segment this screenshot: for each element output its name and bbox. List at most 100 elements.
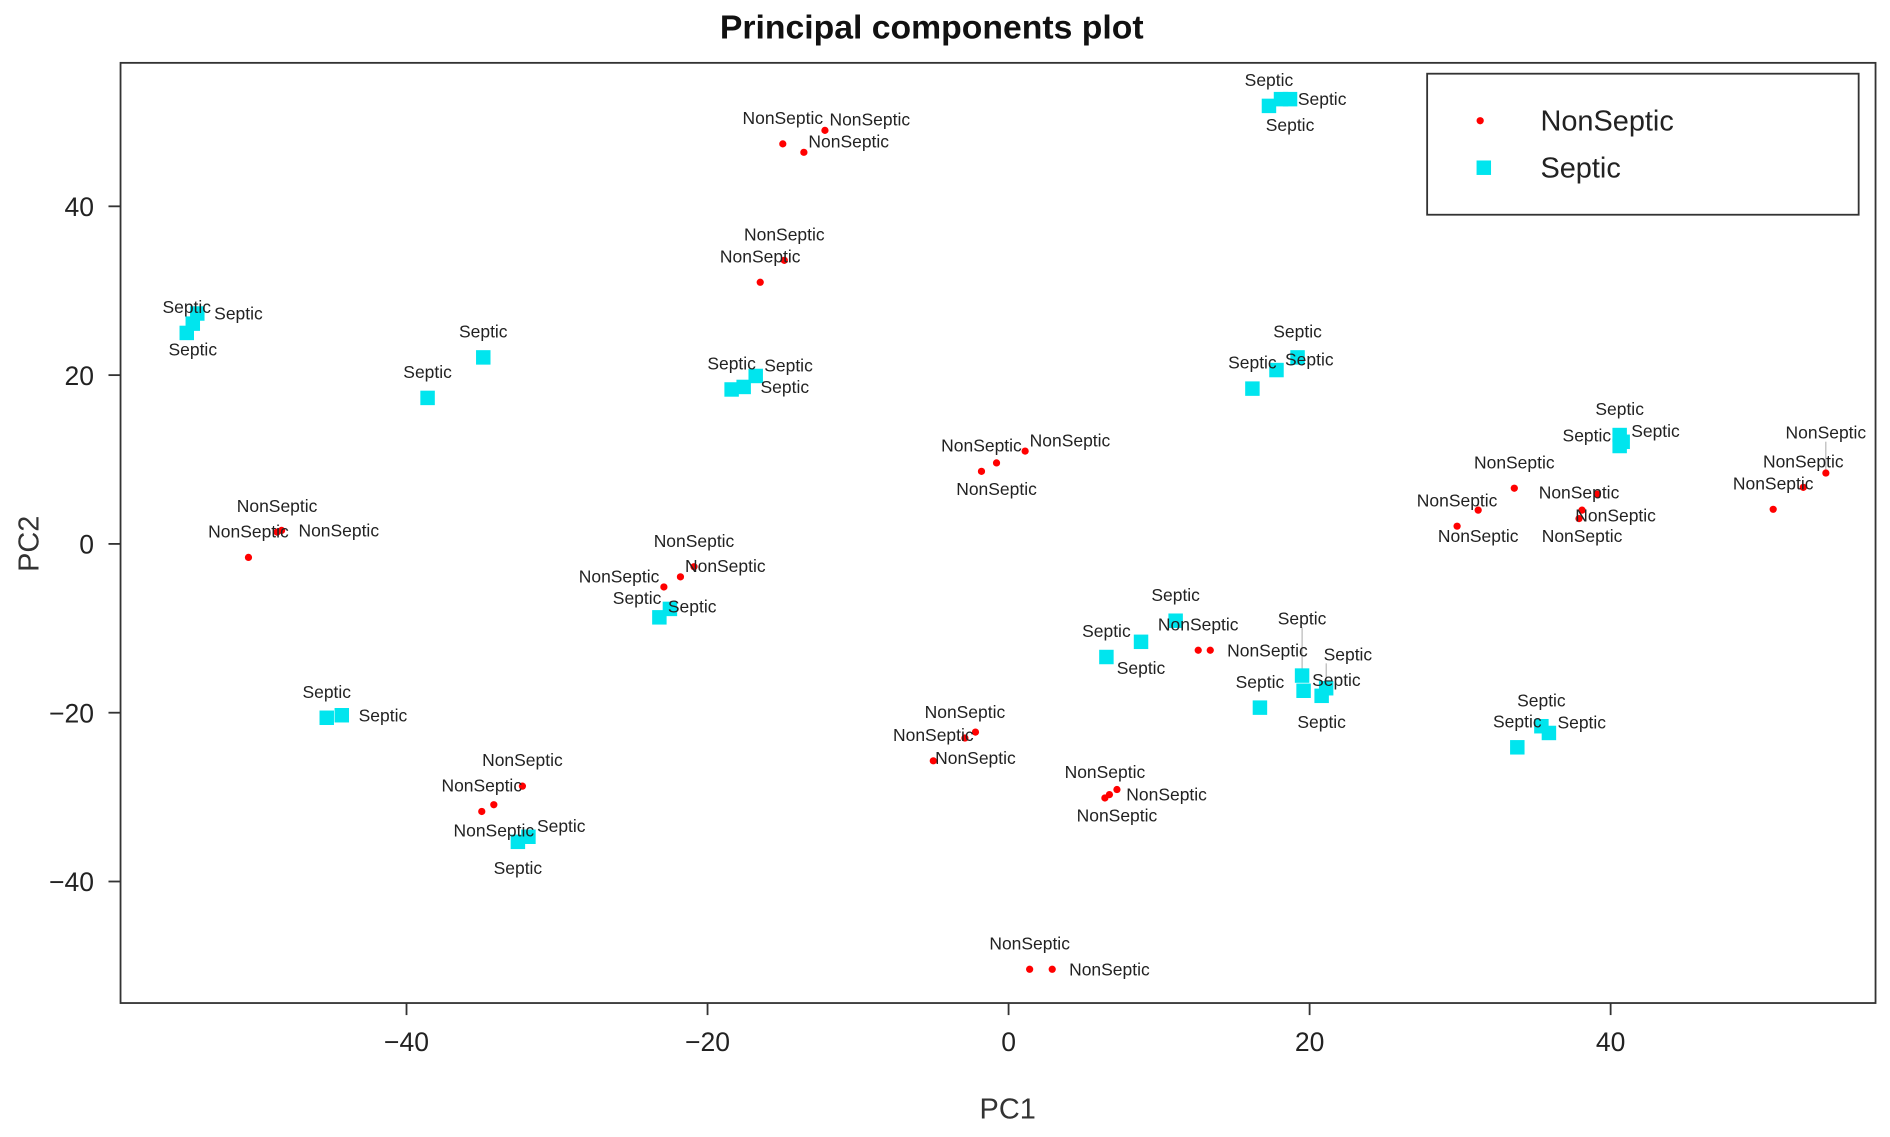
point-septic xyxy=(736,379,751,395)
point-nonseptic xyxy=(1113,785,1121,794)
point-label: NonSeptic xyxy=(685,556,766,576)
point-label: Septic xyxy=(1312,670,1361,690)
point-nonseptic xyxy=(961,734,969,742)
point-septic xyxy=(1510,740,1525,755)
point-label: NonSeptic xyxy=(1786,423,1867,443)
point-nonseptic xyxy=(1578,506,1586,514)
point-label: Septic xyxy=(1595,399,1644,419)
point-septic xyxy=(319,710,334,726)
point-septic xyxy=(420,390,435,406)
point-nonseptic xyxy=(1510,484,1518,492)
point-nonseptic xyxy=(1799,483,1807,491)
point-septic xyxy=(1168,613,1183,628)
point-label: NonSeptic xyxy=(941,435,1022,455)
y-tick-label: 20 xyxy=(65,361,94,391)
point-label: NonSeptic xyxy=(1065,762,1146,782)
point-label: Septic xyxy=(1298,89,1347,109)
point-nonseptic xyxy=(929,757,937,765)
point-label: NonSeptic xyxy=(1030,430,1111,450)
point-label: NonSeptic xyxy=(1733,473,1814,493)
legend-marker-nonseptic xyxy=(1476,117,1484,125)
point-label: NonSeptic xyxy=(989,933,1070,953)
legend-marker-septic xyxy=(1476,160,1492,175)
point-label: Septic xyxy=(1324,644,1373,664)
point-label: Septic xyxy=(1266,115,1315,135)
point-label: NonSeptic xyxy=(1438,526,1519,546)
point-nonseptic xyxy=(1575,514,1583,523)
point-label: NonSeptic xyxy=(454,821,535,841)
x-tick-label: 20 xyxy=(1295,1027,1324,1057)
point-label: NonSeptic xyxy=(208,522,289,542)
point-septic xyxy=(1318,680,1334,696)
point-label: NonSeptic xyxy=(808,132,889,152)
point-label: NonSeptic xyxy=(720,246,801,266)
point-label: NonSeptic xyxy=(893,725,974,745)
plot-frame xyxy=(119,61,1877,1004)
legend: NonSeptic Septic xyxy=(1426,72,1860,216)
point-label: NonSeptic xyxy=(1417,490,1498,510)
point-label: Septic xyxy=(1563,425,1612,445)
data-points xyxy=(179,91,1830,973)
point-label: NonSeptic xyxy=(1069,959,1150,979)
point-label: NonSeptic xyxy=(956,479,1037,499)
point-label: NonSeptic xyxy=(1763,451,1844,471)
x-axis: −40 −20 0 20 40 xyxy=(384,1003,1625,1057)
point-label: Septic xyxy=(1117,658,1166,678)
point-nonseptic xyxy=(277,526,286,535)
point-label: NonSeptic xyxy=(1542,526,1623,546)
legend-label-septic: Septic xyxy=(1540,152,1620,184)
point-label: Septic xyxy=(1285,349,1334,369)
y-axis-label: PC2 xyxy=(14,516,46,572)
point-nonseptic xyxy=(1194,646,1202,654)
point-label: NonSeptic xyxy=(935,748,1016,768)
point-septic xyxy=(724,382,739,397)
point-nonseptic xyxy=(1593,490,1601,498)
point-label: NonSeptic xyxy=(298,520,379,540)
point-label: Septic xyxy=(1557,712,1606,732)
point-nonseptic xyxy=(244,553,253,562)
point-septic xyxy=(1261,98,1277,114)
point-label: NonSeptic xyxy=(744,224,825,244)
point-label: NonSeptic xyxy=(742,108,823,128)
point-septic xyxy=(1099,649,1114,665)
point-label: Septic xyxy=(1631,421,1680,441)
point-label: Septic xyxy=(1245,70,1294,90)
point-label: Septic xyxy=(707,354,756,374)
point-label: Septic xyxy=(764,355,813,375)
point-nonseptic xyxy=(490,801,498,809)
point-label: Septic xyxy=(1297,712,1346,732)
point-label: NonSeptic xyxy=(441,776,522,796)
legend-box xyxy=(1426,72,1860,216)
chart-title: Principal components plot xyxy=(720,9,1144,47)
legend-label-nonseptic: NonSeptic xyxy=(1540,105,1673,137)
point-septic xyxy=(1290,350,1305,365)
x-tick-label: −20 xyxy=(685,1027,730,1057)
point-label: Septic xyxy=(162,297,211,317)
y-tick-label: −20 xyxy=(49,698,94,728)
point-label: Septic xyxy=(302,682,351,702)
point-label: Septic xyxy=(537,816,586,836)
point-nonseptic xyxy=(780,256,788,264)
point-septic xyxy=(1252,700,1268,715)
point-label: Septic xyxy=(1273,322,1322,342)
point-nonseptic xyxy=(676,573,685,581)
point-nonseptic xyxy=(977,467,986,475)
point-septic xyxy=(476,350,491,365)
point-label: Septic xyxy=(613,588,662,608)
point-nonseptic xyxy=(1206,646,1214,654)
point-septic xyxy=(1133,634,1149,650)
y-tick-label: 0 xyxy=(79,530,94,560)
point-septic xyxy=(1296,683,1311,698)
y-axis: −40 −20 0 20 40 xyxy=(49,192,121,897)
point-nonseptic xyxy=(779,140,787,148)
point-label: Septic xyxy=(403,362,452,382)
y-tick-label: −40 xyxy=(49,867,94,897)
point-label: NonSeptic xyxy=(829,110,910,130)
point-septic xyxy=(334,708,350,723)
point-label: NonSeptic xyxy=(1158,614,1239,634)
point-septic xyxy=(1294,668,1310,683)
point-septic xyxy=(748,368,763,384)
y-tick-label: 40 xyxy=(65,192,94,222)
point-label: Septic xyxy=(214,304,263,324)
